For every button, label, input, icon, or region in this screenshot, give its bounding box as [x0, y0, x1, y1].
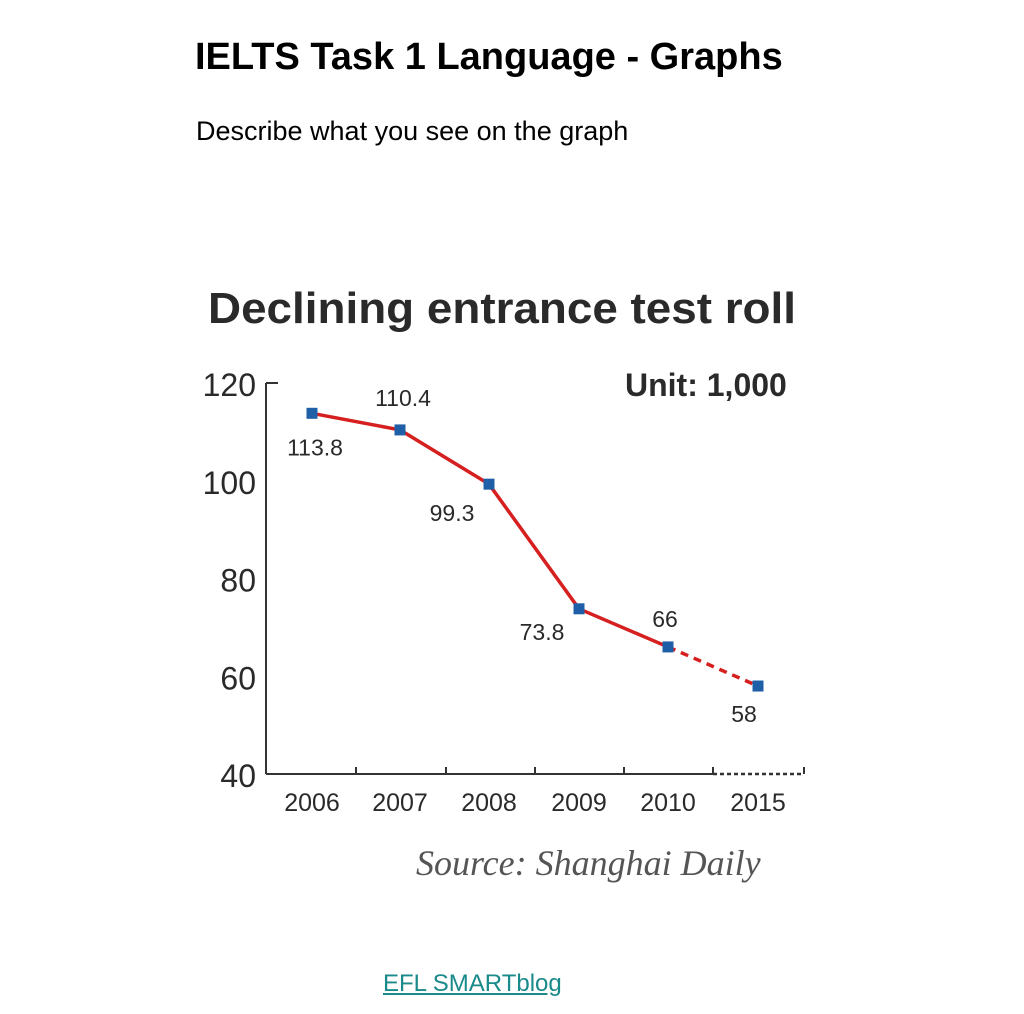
page-title: IELTS Task 1 Language - Graphs: [195, 36, 783, 78]
data-value-label: 113.8: [287, 434, 343, 460]
y-tick-label: 80: [220, 563, 256, 599]
x-tick-label: 2007: [372, 789, 428, 817]
data-point-marker: [752, 680, 764, 692]
y-tick-label: 120: [203, 367, 256, 403]
data-value-label: 110.4: [375, 385, 431, 411]
data-value-label: 58: [731, 701, 757, 727]
data-point-marker: [483, 478, 495, 490]
projected-line-segment: [667, 645, 759, 688]
page-subtitle: Describe what you see on the graph: [196, 116, 629, 146]
series-line-segment: [578, 607, 669, 649]
data-point-marker: [662, 641, 674, 653]
series-line-segment: [311, 411, 401, 432]
y-tick-label: 100: [203, 465, 256, 501]
series-line-segment: [399, 428, 490, 486]
chart-title: Declining entrance test roll: [208, 284, 796, 333]
chart-unit-label: Unit: 1,000: [625, 367, 787, 403]
chart-source-note: Source: Shanghai Daily: [416, 843, 761, 883]
data-point-marker: [394, 424, 406, 436]
efl-smartblog-link[interactable]: EFL SMARTblog: [383, 970, 562, 997]
data-value-label: 73.8: [520, 619, 565, 645]
x-tick-label: 2006: [284, 789, 340, 817]
x-tick-label: 2009: [551, 789, 607, 817]
data-value-label: 99.3: [430, 500, 475, 526]
x-tick-label: 2008: [461, 789, 517, 817]
y-tick-label: 60: [220, 660, 256, 696]
data-point-marker: [306, 407, 318, 419]
x-tick-label: 2010: [640, 789, 696, 817]
y-tick-label: 40: [220, 758, 256, 794]
x-tick-label: 2015: [730, 789, 786, 817]
series-line-segment: [487, 483, 581, 610]
data-point-marker: [573, 603, 585, 615]
data-value-label: 66: [652, 606, 678, 632]
